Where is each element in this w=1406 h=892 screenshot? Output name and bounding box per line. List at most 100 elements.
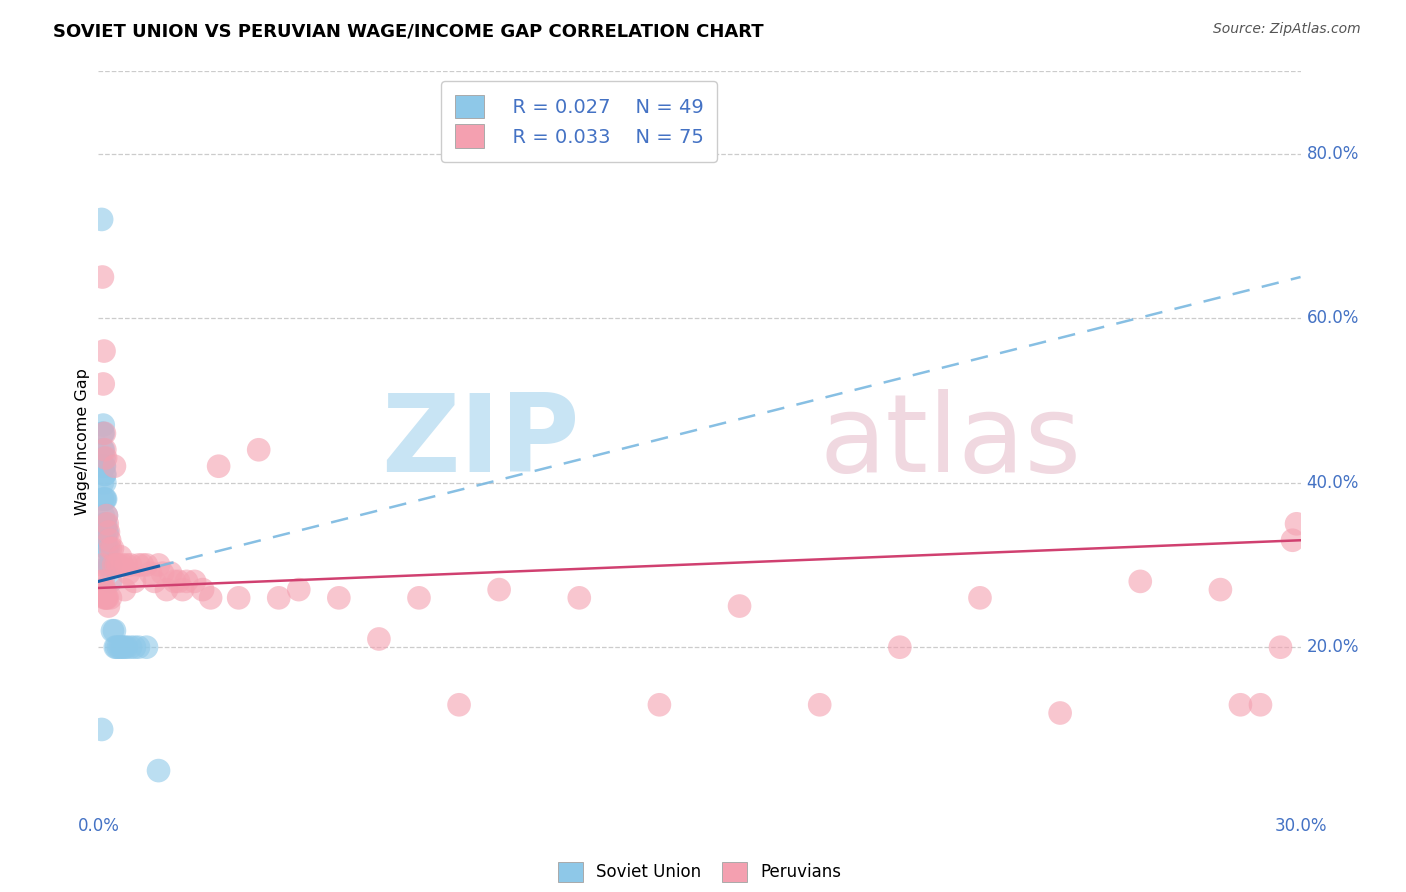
Point	[90, 723, 112, 737]
Point	[91, 492, 114, 507]
Point	[107, 640, 129, 655]
Point	[90, 574, 112, 589]
Point	[104, 640, 127, 655]
Point	[120, 640, 142, 655]
Point	[183, 574, 205, 589]
Point	[93, 344, 115, 359]
Point	[120, 558, 142, 572]
Point	[100, 591, 122, 605]
Point	[91, 574, 114, 589]
Text: 20.0%: 20.0%	[1306, 638, 1360, 657]
Point	[93, 524, 115, 539]
Point	[107, 558, 129, 572]
Point	[155, 582, 177, 597]
Point	[91, 582, 114, 597]
Point	[1270, 640, 1292, 655]
Point	[328, 591, 350, 605]
Point	[94, 450, 117, 465]
Point	[135, 558, 157, 572]
Point	[152, 566, 174, 581]
Point	[103, 459, 125, 474]
Point	[131, 558, 153, 572]
Point	[368, 632, 391, 646]
Point	[96, 508, 118, 523]
Point	[97, 558, 120, 572]
Point	[228, 591, 250, 605]
Point	[97, 599, 120, 613]
Point	[135, 640, 157, 655]
Point	[93, 459, 115, 474]
Point	[94, 591, 117, 605]
Point	[93, 467, 115, 482]
Point	[148, 558, 170, 572]
Point	[139, 566, 162, 581]
Point	[1049, 706, 1071, 720]
Point	[94, 492, 117, 507]
Point	[93, 450, 115, 465]
Point	[1285, 516, 1308, 531]
Point	[191, 582, 214, 597]
Point	[91, 418, 114, 433]
Point	[94, 442, 117, 457]
Point	[96, 591, 118, 605]
Text: ZIP: ZIP	[381, 389, 579, 494]
Point	[93, 582, 115, 597]
Point	[969, 591, 991, 605]
Point	[93, 459, 115, 474]
Point	[143, 574, 166, 589]
Point	[488, 582, 510, 597]
Point	[124, 640, 146, 655]
Text: atlas: atlas	[820, 389, 1081, 494]
Point	[288, 582, 311, 597]
Point	[115, 640, 138, 655]
Point	[728, 599, 751, 613]
Point	[889, 640, 911, 655]
Point	[110, 640, 132, 655]
Point	[94, 475, 117, 490]
Point	[159, 566, 181, 581]
Point	[163, 574, 186, 589]
Point	[91, 376, 114, 391]
Point	[103, 624, 125, 638]
Point	[117, 566, 139, 581]
Text: 40.0%: 40.0%	[1306, 474, 1360, 491]
Point	[124, 574, 146, 589]
Point	[808, 698, 831, 712]
Legend: Soviet Union, Peruvians: Soviet Union, Peruvians	[551, 855, 848, 888]
Point	[111, 640, 134, 655]
Point	[90, 558, 112, 572]
Point	[96, 524, 118, 539]
Point	[167, 574, 190, 589]
Point	[267, 591, 290, 605]
Y-axis label: Wage/Income Gap: Wage/Income Gap	[75, 368, 90, 515]
Text: 60.0%: 60.0%	[1306, 310, 1360, 327]
Point	[94, 516, 117, 531]
Point	[1209, 582, 1232, 597]
Point	[94, 492, 117, 507]
Point	[100, 574, 122, 589]
Point	[93, 426, 115, 441]
Point	[96, 541, 118, 556]
Point	[148, 764, 170, 778]
Point	[93, 492, 115, 507]
Point	[1229, 698, 1251, 712]
Point	[110, 549, 132, 564]
Point	[1129, 574, 1152, 589]
Point	[114, 640, 136, 655]
Point	[91, 459, 114, 474]
Point	[101, 541, 124, 556]
Point	[100, 558, 122, 572]
Text: 80.0%: 80.0%	[1306, 145, 1360, 162]
Point	[96, 591, 118, 605]
Point	[115, 558, 138, 572]
Point	[96, 524, 118, 539]
Point	[176, 574, 198, 589]
Point	[91, 270, 114, 285]
Point	[128, 640, 150, 655]
Point	[568, 591, 591, 605]
Point	[97, 524, 120, 539]
Point	[648, 698, 671, 712]
Point	[96, 541, 118, 556]
Point	[101, 624, 124, 638]
Point	[96, 558, 118, 572]
